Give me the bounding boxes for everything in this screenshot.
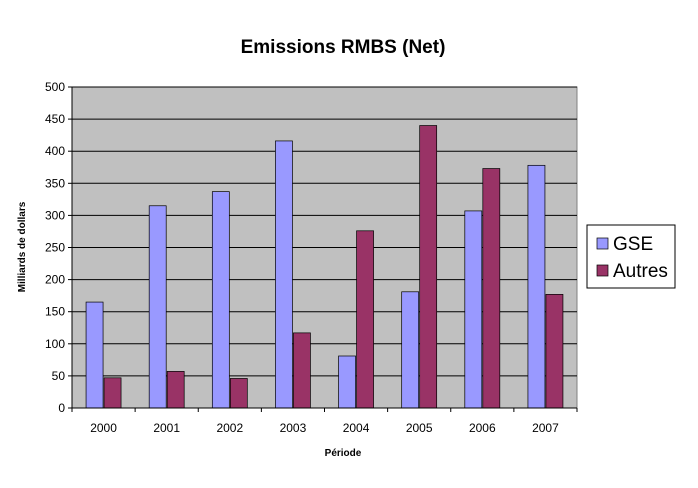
legend: GSE Autres xyxy=(586,224,676,289)
y-tick-label: 400 xyxy=(45,144,65,158)
y-tick-label: 300 xyxy=(45,208,65,222)
bar-autres-2005 xyxy=(419,125,438,409)
y-tick-label: 250 xyxy=(45,241,65,255)
y-tick-label: 350 xyxy=(45,176,65,190)
axes xyxy=(68,86,578,412)
legend-box xyxy=(586,224,676,289)
x-tick-label: 2000 xyxy=(90,421,117,435)
bar-autres-2002 xyxy=(229,378,248,409)
x-tick-label: 2001 xyxy=(153,421,180,435)
bar-gse-2006 xyxy=(464,210,483,409)
bar-autres-2001 xyxy=(166,371,185,409)
bar-gse-2000 xyxy=(85,301,104,409)
y-tick-labels: 0 50 100 150 200 250 300 350 400 450 500 xyxy=(45,80,65,415)
legend-swatch-gse xyxy=(596,237,609,250)
x-tick-label: 2006 xyxy=(469,421,496,435)
legend-entry-gse: GSE xyxy=(613,234,653,255)
x-tick-label: 2007 xyxy=(532,421,559,435)
x-tick-label: 2004 xyxy=(343,421,370,435)
bar-autres-2006 xyxy=(482,168,501,409)
y-tick-label: 50 xyxy=(52,369,66,383)
bar-autres-2000 xyxy=(103,377,122,409)
x-tick-label: 2002 xyxy=(216,421,243,435)
bars xyxy=(85,125,564,409)
bar-gse-2005 xyxy=(401,291,420,409)
bar-gse-2003 xyxy=(275,140,293,409)
y-tick-label: 150 xyxy=(45,305,65,319)
bar-gse-2002 xyxy=(211,191,230,409)
y-tick-label: 200 xyxy=(45,273,65,287)
legend-entry-autres: Autres xyxy=(613,261,668,282)
bar-gse-2007 xyxy=(527,164,546,409)
x-axis-label: Période xyxy=(325,448,362,459)
x-tick-label: 2003 xyxy=(280,421,307,435)
y-tick-label: 100 xyxy=(45,337,65,351)
chart-title: Emissions RMBS (Net) xyxy=(241,37,446,58)
y-axis-label: Milliards de dollars xyxy=(17,201,28,292)
bar-autres-2007 xyxy=(545,294,564,409)
x-tick-labels: 2000 2001 2002 2003 2004 2005 2006 2007 xyxy=(90,421,559,435)
bar-gse-2004 xyxy=(338,355,356,409)
bar-autres-2003 xyxy=(293,332,311,409)
y-tick-label: 500 xyxy=(45,80,65,94)
y-tick-label: 0 xyxy=(58,401,65,415)
x-tick-label: 2005 xyxy=(406,421,433,435)
bar-autres-2004 xyxy=(356,230,374,409)
y-tick-label: 450 xyxy=(45,112,65,126)
legend-swatch-autres xyxy=(596,264,609,277)
bar-gse-2001 xyxy=(148,205,167,409)
